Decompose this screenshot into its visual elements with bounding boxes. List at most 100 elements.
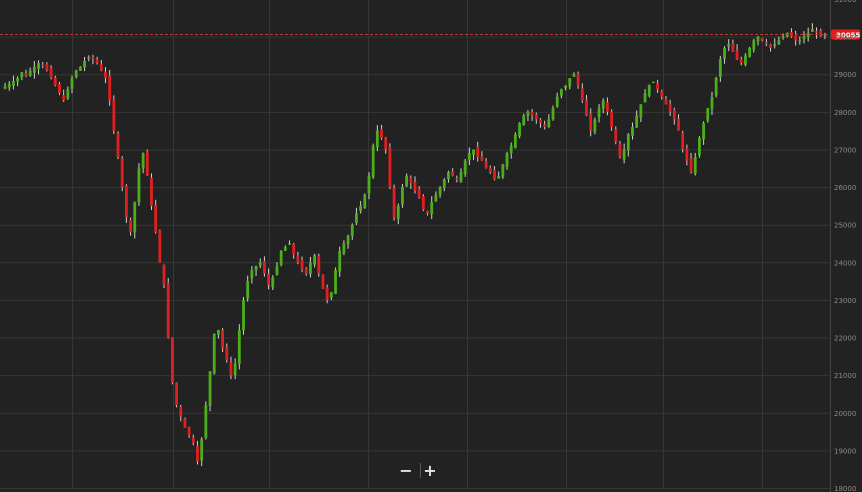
y-tick-label: 29000: [834, 71, 856, 79]
candle-body: [764, 42, 768, 45]
candle-body: [622, 149, 626, 160]
candle-body: [773, 44, 777, 47]
candle-body: [601, 100, 605, 109]
candle-body: [229, 362, 233, 376]
candle-body: [455, 178, 459, 180]
candle-body: [472, 149, 475, 155]
candle-body: [166, 283, 170, 338]
candle-body: [317, 256, 321, 274]
candle-body: [480, 156, 484, 161]
candle-body: [798, 40, 802, 42]
candle-body: [74, 70, 78, 78]
candle-body: [413, 181, 417, 191]
candle-body: [568, 77, 572, 87]
candle-body: [664, 98, 668, 105]
candle-body: [175, 382, 178, 406]
last-price-tag: [831, 29, 860, 40]
candle-body: [656, 83, 659, 90]
candle-body: [626, 134, 630, 151]
candle-body: [141, 153, 145, 169]
candle-body: [614, 129, 618, 142]
candle-body: [3, 86, 7, 89]
candle-body: [95, 59, 99, 63]
candle-body: [635, 115, 639, 128]
candle-body: [321, 274, 325, 289]
candle-body: [534, 114, 538, 120]
candle-body: [442, 179, 446, 189]
candle-body: [380, 129, 383, 139]
candle-body: [296, 256, 300, 263]
candle-body: [513, 134, 517, 148]
candle-body: [242, 299, 245, 331]
candle-body: [438, 187, 442, 195]
y-tick-label: 24000: [834, 259, 856, 267]
candle-body: [752, 40, 756, 50]
candle-body: [263, 260, 266, 274]
candle-body: [539, 119, 542, 124]
candle-body: [421, 196, 425, 210]
candle-body: [204, 405, 208, 438]
candle-body: [87, 57, 91, 59]
candle-body: [292, 244, 296, 255]
candle-body: [91, 57, 95, 60]
candle-body: [643, 93, 647, 103]
candle-body: [129, 219, 132, 233]
candle-body: [237, 330, 241, 365]
candle-body: [589, 113, 593, 131]
candle-body: [37, 62, 40, 69]
candle-body: [484, 161, 488, 169]
candle-body: [555, 96, 559, 107]
y-axis: 18000 19000 20000 21000 22000 23000 24000 25000…: [834, 0, 856, 492]
candle-body: [505, 153, 509, 167]
zoom-out-button[interactable]: −: [399, 461, 413, 480]
candle-body: [124, 185, 128, 218]
candle-body: [530, 112, 534, 116]
zoom-in-button[interactable]: +: [423, 461, 437, 480]
candle-body: [459, 172, 463, 183]
candle-body: [137, 168, 141, 203]
candle-body: [693, 156, 697, 174]
candle-body: [698, 138, 701, 156]
candle-body: [405, 175, 409, 187]
y-tick-label: 23000: [834, 297, 856, 305]
candle-body: [681, 132, 685, 150]
candle-body: [760, 38, 764, 41]
candle-body: [447, 172, 450, 180]
candle-body: [279, 251, 283, 266]
candle-body: [24, 73, 28, 77]
candle-body: [672, 109, 676, 120]
candle-body: [585, 99, 588, 116]
candle-body: [580, 88, 584, 101]
candle-body: [20, 72, 24, 78]
candle-body: [208, 371, 212, 406]
candle-body: [45, 63, 49, 71]
candle-body: [254, 266, 258, 271]
y-tick-label: 21000: [834, 372, 856, 380]
candle-body: [714, 77, 718, 96]
candle-body: [781, 36, 785, 39]
candle-body: [267, 273, 271, 285]
candle-body: [212, 333, 216, 374]
y-tick-label: 28000: [834, 109, 856, 117]
candle-body: [99, 64, 103, 71]
candle-body: [12, 81, 15, 86]
candle-body: [133, 202, 137, 233]
candle-body: [518, 123, 521, 137]
candle-body: [16, 77, 20, 82]
candle-body: [325, 287, 329, 300]
candle-body: [83, 61, 86, 68]
candle-body: [329, 292, 333, 298]
candle-body: [547, 119, 551, 128]
candle-body: [171, 337, 174, 383]
candle-body: [346, 235, 350, 245]
y-tick-label: 31000: [834, 0, 856, 4]
candle-body: [363, 194, 367, 209]
candle-body: [53, 77, 57, 86]
candle-body: [467, 153, 471, 160]
candle-body: [250, 269, 254, 279]
candle-body: [677, 118, 680, 131]
candle-body: [434, 194, 438, 202]
candle-body: [183, 418, 187, 428]
